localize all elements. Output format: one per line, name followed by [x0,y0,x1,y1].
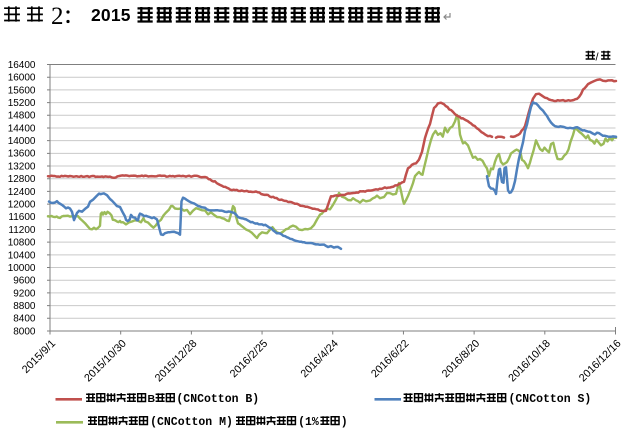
svg-text:(CNCotton M): (CNCotton M) [150,416,233,429]
svg-text:8400: 8400 [13,314,36,325]
svg-text:9200: 9200 [13,288,36,299]
svg-text:13600: 13600 [8,149,36,160]
svg-text:/: / [596,52,600,64]
svg-text:10400: 10400 [8,250,36,261]
svg-text:2015: 2015 [91,5,131,25]
svg-text:14400: 14400 [8,123,36,134]
svg-text:9600: 9600 [13,276,36,287]
svg-text:15600: 15600 [8,85,36,96]
svg-text:12000: 12000 [8,200,36,211]
svg-text:16400: 16400 [8,60,36,71]
svg-text:): ) [341,416,348,429]
svg-text:10800: 10800 [8,238,36,249]
svg-text:10000: 10000 [8,263,36,274]
svg-text:14000: 14000 [8,136,36,147]
svg-text:12400: 12400 [8,187,36,198]
svg-text:15200: 15200 [8,98,36,109]
svg-text:13200: 13200 [8,161,36,172]
svg-text:8800: 8800 [13,301,36,312]
svg-text:(CNCotton S): (CNCotton S) [509,393,592,406]
svg-text:8000: 8000 [13,326,36,337]
svg-text:(1%: (1% [298,416,319,429]
svg-text:2: 2 [51,3,64,30]
svg-text:11600: 11600 [8,212,36,223]
svg-text:B: B [148,393,156,405]
svg-text:16000: 16000 [8,73,36,84]
svg-text:11200: 11200 [8,225,36,236]
svg-text:14800: 14800 [8,111,36,122]
svg-text:12800: 12800 [8,174,36,185]
svg-text:(CNCotton B): (CNCotton B) [176,393,259,406]
